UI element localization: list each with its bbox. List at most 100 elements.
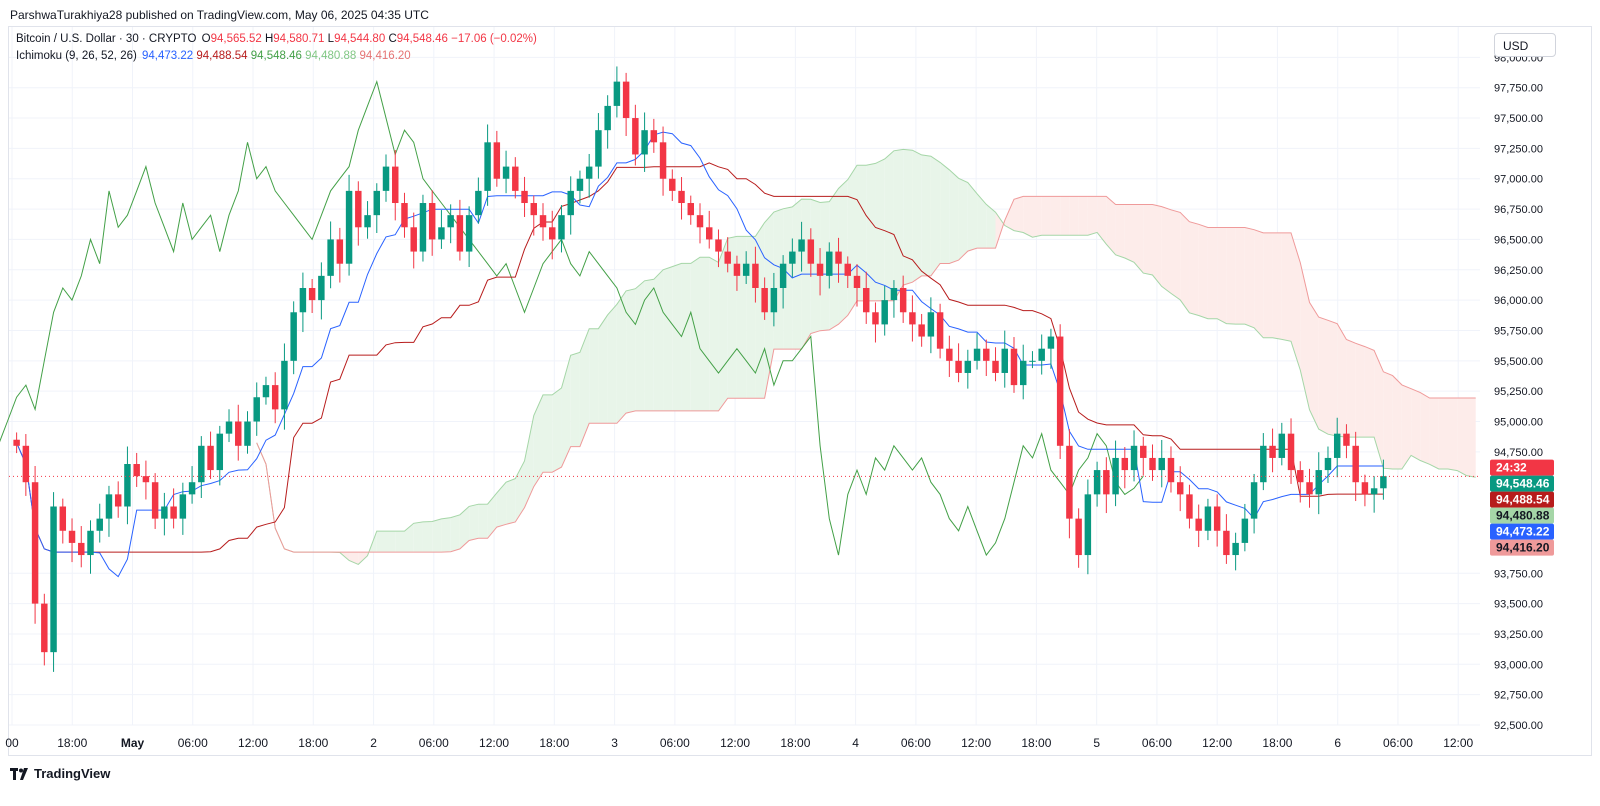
cloud-segment (395, 531, 405, 553)
candle-body (549, 227, 556, 240)
candle-body (1038, 348, 1045, 361)
y-tick-label: 92,500.00 (1494, 720, 1543, 732)
y-tick-label: 97,250.00 (1494, 143, 1543, 155)
candle-body (881, 300, 888, 325)
candle-body (1380, 476, 1387, 489)
candle-body (1343, 433, 1350, 446)
candle-body (1075, 518, 1082, 556)
cloud-segment (1401, 384, 1412, 470)
candle-body (669, 178, 676, 191)
candle-body (124, 464, 131, 507)
cloud-segment (1300, 262, 1310, 410)
candle-body (1176, 482, 1184, 495)
cloud-segment (441, 517, 451, 553)
candle-body (1269, 445, 1276, 458)
x-tick-label: 3 (611, 736, 618, 750)
y-tick-label: 95,500.00 (1494, 356, 1543, 368)
cloud-segment (1032, 196, 1042, 238)
candle-body (678, 190, 685, 204)
chart-frame (8, 26, 1592, 756)
cloud-segment (626, 288, 636, 414)
candle-body (659, 142, 667, 179)
cloud-segment (478, 504, 488, 539)
candle-body (401, 203, 408, 228)
candle-body (465, 215, 473, 252)
candle-body (68, 530, 76, 543)
candle-body (179, 494, 187, 519)
cloud-segment (1291, 232, 1301, 371)
candle-body (151, 482, 159, 519)
candle-body (955, 360, 962, 373)
x-tick-label: 18:00 (1021, 736, 1051, 750)
candle-body (844, 263, 851, 276)
candle-body (493, 142, 501, 179)
candle-body (752, 263, 759, 288)
cloud-segment (1327, 320, 1338, 437)
candle-body (235, 421, 242, 446)
candle-body (170, 506, 177, 519)
cloud-segment (792, 199, 802, 350)
cloud-segment (644, 279, 654, 411)
candle-body (410, 227, 417, 252)
candle-body (244, 421, 251, 446)
cloud-segment (524, 415, 534, 508)
candle-body (899, 287, 907, 313)
price-label-bg (1490, 459, 1554, 476)
cloud-segment (487, 492, 497, 539)
candle-body (530, 203, 538, 216)
candle-body (992, 360, 999, 373)
cloud-segment (903, 149, 913, 286)
cloud-segment (663, 266, 673, 411)
cloud-segment (543, 394, 553, 473)
x-tick-label: 06:00 (901, 736, 931, 750)
span-b-value: 94,416.20 (359, 50, 411, 62)
candle-body (262, 385, 270, 398)
y-tick-label: 96,250.00 (1494, 265, 1543, 277)
cloud-segment (1013, 196, 1024, 233)
candle-body (650, 130, 658, 143)
span-a-line (256, 148, 1476, 565)
cloud-segment (1448, 398, 1458, 471)
cloud-segment (1189, 221, 1199, 316)
cloud-segment (958, 178, 968, 261)
cloud-segment (847, 165, 857, 316)
span-a-value: 94,480.88 (305, 50, 357, 62)
candle-body (188, 482, 196, 495)
candle-body (456, 215, 464, 252)
tradingview-logo[interactable]: TradingView (10, 766, 110, 781)
cloud-segment (1355, 343, 1365, 438)
candle-body (567, 190, 574, 216)
candle-body (13, 439, 20, 446)
candle-body (641, 130, 648, 155)
candle-body (936, 312, 944, 349)
cloud-segment (893, 149, 904, 301)
candle-body (299, 287, 307, 313)
candle-body (502, 166, 510, 179)
price-label-bg (1490, 491, 1554, 508)
candle-body (1315, 470, 1322, 495)
candle-body (539, 215, 547, 228)
cloud-segment (616, 290, 627, 424)
cloud-segment (422, 521, 433, 553)
candle-body (1195, 518, 1202, 531)
indicator-legend: Ichimoku (9, 26, 52, 26) 94,473.22 94,48… (16, 50, 411, 62)
candle-body (761, 287, 768, 313)
y-tick-label: 93,750.00 (1494, 568, 1543, 580)
currency-selector[interactable]: USD (1494, 33, 1556, 57)
cloud-segment (1134, 204, 1144, 274)
candle-body (973, 348, 981, 361)
y-tick-label: 92,750.00 (1494, 690, 1543, 702)
cloud-segment (561, 355, 571, 468)
candle-body (604, 105, 611, 131)
cloud-segment (1411, 388, 1421, 461)
price-label: 94,488.54 (1496, 493, 1550, 507)
cloud-segment (386, 531, 396, 553)
x-tick-label: 12:00 (1443, 736, 1473, 750)
x-tick-label: 5 (1093, 736, 1100, 750)
cloud-segment (1318, 317, 1328, 435)
candle-body (816, 263, 824, 276)
candle-body (484, 142, 491, 191)
candle-body (1056, 336, 1064, 446)
cloud-segment (376, 531, 387, 553)
